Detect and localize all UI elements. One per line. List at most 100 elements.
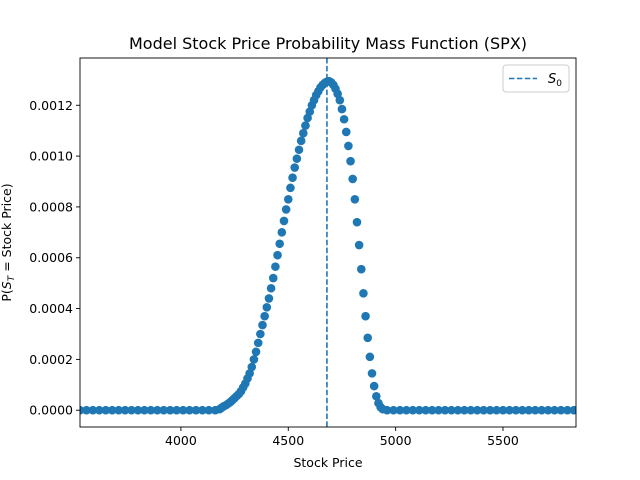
data-point bbox=[341, 127, 351, 137]
data-point bbox=[133, 405, 143, 415]
data-point bbox=[354, 240, 364, 250]
data-point bbox=[95, 405, 104, 415]
data-point bbox=[556, 405, 566, 415]
data-point bbox=[114, 405, 123, 415]
data-point bbox=[165, 405, 175, 415]
data-point bbox=[530, 405, 540, 415]
data-point bbox=[363, 333, 373, 343]
data-point bbox=[414, 405, 424, 415]
data-point bbox=[466, 405, 476, 415]
data-point bbox=[505, 405, 514, 415]
data-point bbox=[350, 195, 360, 204]
legend: S0 bbox=[502, 64, 570, 93]
data-point bbox=[498, 405, 508, 415]
data-point bbox=[402, 405, 411, 415]
data-point bbox=[283, 195, 293, 204]
data-point bbox=[395, 405, 405, 415]
y-tick-label: 0.0006 bbox=[29, 250, 73, 265]
data-point bbox=[256, 329, 265, 339]
data-point bbox=[421, 405, 431, 415]
data-point bbox=[268, 273, 278, 283]
data-point bbox=[290, 163, 300, 172]
data-point bbox=[260, 311, 269, 321]
data-point bbox=[518, 405, 527, 415]
data-point bbox=[185, 405, 194, 415]
data-point bbox=[339, 114, 349, 124]
data-point bbox=[251, 347, 261, 357]
data-point bbox=[198, 405, 207, 415]
data-point bbox=[292, 154, 302, 163]
data-point bbox=[101, 405, 111, 415]
data-point bbox=[247, 362, 257, 372]
data-point bbox=[537, 405, 546, 415]
data-point bbox=[301, 121, 310, 130]
y-tick-label: 0.0012 bbox=[29, 98, 73, 113]
data-point bbox=[249, 355, 259, 364]
y-axis-ticks: 0.0000 0.0002 0.0004 0.0006 0.0008 0.0010 0.00… bbox=[29, 98, 80, 418]
data-point bbox=[178, 405, 188, 415]
data-point bbox=[279, 216, 289, 226]
y-axis-label-s: S bbox=[0, 281, 14, 289]
data-point bbox=[88, 405, 98, 415]
data-point bbox=[440, 405, 450, 415]
data-point bbox=[277, 228, 287, 237]
x-tick-label: 5000 bbox=[380, 433, 412, 448]
x-tick-label: 4000 bbox=[165, 433, 197, 448]
y-tick-label: 0.0000 bbox=[29, 403, 73, 418]
data-point bbox=[107, 405, 117, 415]
data-point bbox=[264, 294, 274, 303]
data-point bbox=[460, 405, 469, 415]
y-axis-label-prefix: P( bbox=[0, 289, 14, 301]
data-point bbox=[153, 405, 162, 415]
data-point bbox=[382, 405, 392, 415]
data-point bbox=[524, 405, 534, 415]
data-point bbox=[82, 405, 91, 415]
data-point bbox=[348, 174, 357, 184]
x-tick-label: 4500 bbox=[272, 433, 304, 448]
data-point bbox=[140, 405, 149, 415]
data-point bbox=[288, 173, 297, 182]
data-point bbox=[191, 405, 201, 415]
data-point bbox=[172, 405, 181, 415]
data-point bbox=[453, 405, 463, 415]
chart-title: Model Stock Price Probability Mass Funct… bbox=[129, 34, 527, 53]
data-point bbox=[299, 128, 308, 138]
data-point bbox=[204, 405, 214, 415]
data-point bbox=[271, 262, 280, 271]
data-point bbox=[447, 405, 456, 415]
data-point bbox=[365, 352, 375, 362]
data-points-layer bbox=[80, 76, 576, 415]
data-point bbox=[337, 104, 347, 114]
data-point bbox=[372, 391, 381, 401]
data-point bbox=[286, 183, 295, 193]
data-point bbox=[543, 405, 553, 415]
data-point bbox=[146, 405, 156, 415]
data-point bbox=[569, 405, 576, 415]
data-point bbox=[258, 320, 267, 330]
data-point bbox=[408, 405, 418, 415]
x-tick-label: 5500 bbox=[487, 433, 519, 448]
data-point bbox=[159, 405, 169, 415]
y-axis-label: P(ST = Stock Price) bbox=[0, 183, 17, 301]
data-point bbox=[550, 405, 559, 415]
y-tick-label: 0.0008 bbox=[29, 199, 73, 214]
y-tick-label: 0.0004 bbox=[29, 301, 73, 316]
data-point bbox=[266, 283, 276, 293]
data-point bbox=[346, 156, 355, 166]
data-point bbox=[253, 338, 263, 348]
y-tick-label: 0.0010 bbox=[29, 149, 73, 164]
data-point bbox=[356, 264, 366, 274]
data-point bbox=[120, 405, 130, 415]
data-point bbox=[127, 405, 136, 415]
data-point bbox=[472, 405, 482, 415]
data-point bbox=[511, 405, 521, 415]
data-point bbox=[335, 95, 345, 105]
data-point bbox=[389, 405, 398, 415]
data-point bbox=[367, 369, 377, 378]
data-point bbox=[275, 239, 284, 249]
data-point bbox=[281, 205, 291, 214]
data-point bbox=[296, 136, 306, 146]
y-axis-label-subscript: T bbox=[7, 274, 17, 281]
data-point bbox=[479, 405, 488, 415]
x-axis-ticks: 4000 4500 5000 5500 bbox=[165, 427, 519, 448]
